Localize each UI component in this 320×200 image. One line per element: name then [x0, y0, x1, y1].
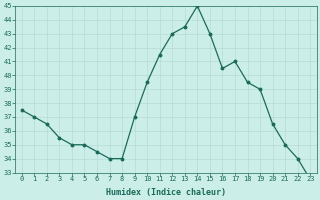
X-axis label: Humidex (Indice chaleur): Humidex (Indice chaleur) — [106, 188, 226, 197]
